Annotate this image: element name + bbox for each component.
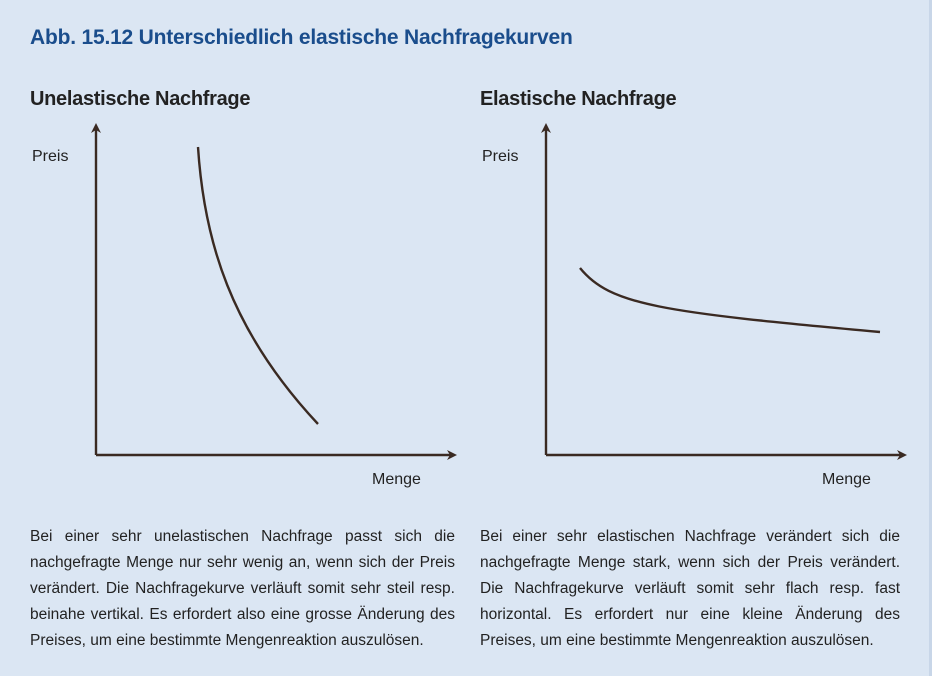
figure-title: Abb. 15.12 Unterschiedlich elastische Na… [30, 26, 573, 49]
caption-inelastic: Bei einer sehr unelastischen Nachfrage p… [30, 528, 455, 649]
y-axis-label-inelastic: Preis [32, 148, 69, 165]
x-axis-label-elastic: Menge [822, 471, 871, 488]
y-axis-label-elastic: Preis [482, 148, 519, 165]
caption-elastic: Bei einer sehr elastischen Nachfrage ver… [480, 528, 900, 649]
demand-curve-inelastic [196, 146, 319, 425]
demand-curve-elastic [579, 267, 881, 334]
frame-border [929, 0, 932, 676]
x-axis-label-inelastic: Menge [372, 471, 421, 488]
panel-title-elastic: Elastische Nachfrage [480, 88, 677, 110]
panel-title-inelastic: Unelastische Nachfrage [30, 88, 251, 110]
